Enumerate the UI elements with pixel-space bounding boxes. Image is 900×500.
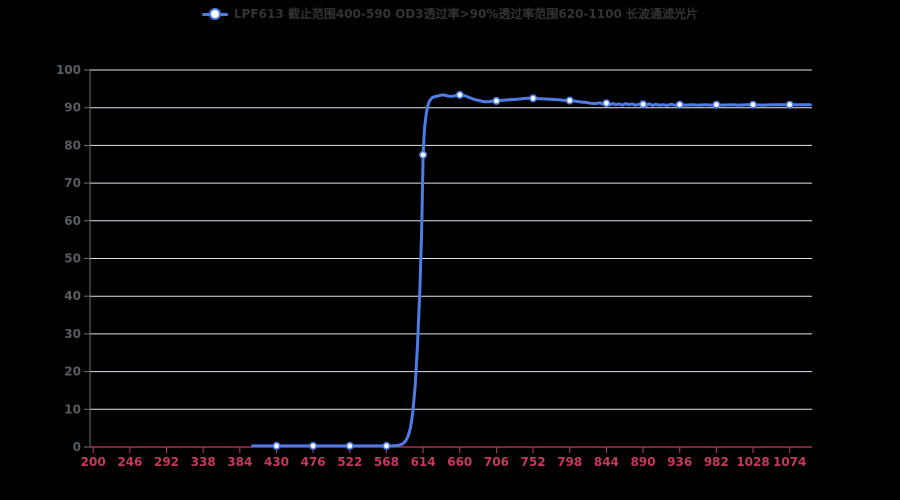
data-point-marker[interactable]: [639, 100, 648, 109]
x-tick-label: 292: [154, 455, 179, 469]
y-tick-label: 80: [64, 138, 81, 152]
x-tick-label: 338: [191, 455, 216, 469]
data-point-marker[interactable]: [785, 100, 794, 109]
series-line[interactable]: [251, 93, 812, 448]
y-tick-label: 100: [56, 63, 81, 77]
data-point-marker[interactable]: [382, 441, 391, 450]
y-tick-label: 70: [64, 176, 81, 190]
x-tick-label: 246: [117, 455, 142, 469]
data-point-marker[interactable]: [602, 99, 611, 108]
y-tick-label: 0: [73, 440, 81, 454]
y-tick-label: 40: [64, 289, 81, 303]
x-tick-label: 798: [557, 455, 582, 469]
y-tick-label: 60: [64, 214, 81, 228]
y-tick-label: 20: [64, 365, 81, 379]
legend-item[interactable]: LPF613 截止范围400-590 OD3透过率>90%透过率范围620-11…: [201, 5, 699, 23]
x-tick-label: 568: [374, 455, 399, 469]
x-tick-label: 706: [484, 455, 509, 469]
data-point-marker[interactable]: [455, 90, 464, 99]
legend-label: LPF613 截止范围400-590 OD3透过率>90%透过率范围620-11…: [233, 7, 699, 21]
x-tick-label: 982: [704, 455, 729, 469]
data-point-marker[interactable]: [529, 94, 538, 103]
x-tick-label: 430: [264, 455, 289, 469]
y-tick-label: 30: [64, 327, 81, 341]
data-point-marker[interactable]: [345, 441, 354, 450]
y-tick-label: 50: [64, 252, 81, 266]
x-tick-label: 384: [227, 455, 252, 469]
data-point-marker[interactable]: [675, 100, 684, 109]
x-tick-label: 200: [81, 455, 106, 469]
data-point-marker[interactable]: [748, 100, 757, 109]
x-tick-label: 752: [521, 455, 546, 469]
x-tick-label: 1074: [773, 455, 806, 469]
x-tick-label: 660: [447, 455, 472, 469]
data-point-marker[interactable]: [309, 441, 318, 450]
x-tick-label: 614: [411, 455, 436, 469]
data-point-marker[interactable]: [272, 441, 281, 450]
x-tick-label: 844: [594, 455, 619, 469]
data-point-marker[interactable]: [492, 96, 501, 105]
data-point-marker[interactable]: [565, 96, 574, 105]
x-tick-label: 1028: [736, 455, 769, 469]
x-tick-label: 936: [667, 455, 692, 469]
legend-line-circle-icon: [201, 8, 228, 20]
x-tick-label: 476: [301, 455, 326, 469]
legend-circle-icon: [208, 8, 221, 20]
y-tick-label: 10: [64, 402, 81, 416]
x-tick-label: 890: [631, 455, 656, 469]
data-point-marker[interactable]: [419, 150, 428, 159]
x-tick-label: 522: [337, 455, 362, 469]
data-point-marker[interactable]: [712, 100, 721, 109]
y-tick-label: 90: [64, 101, 81, 115]
